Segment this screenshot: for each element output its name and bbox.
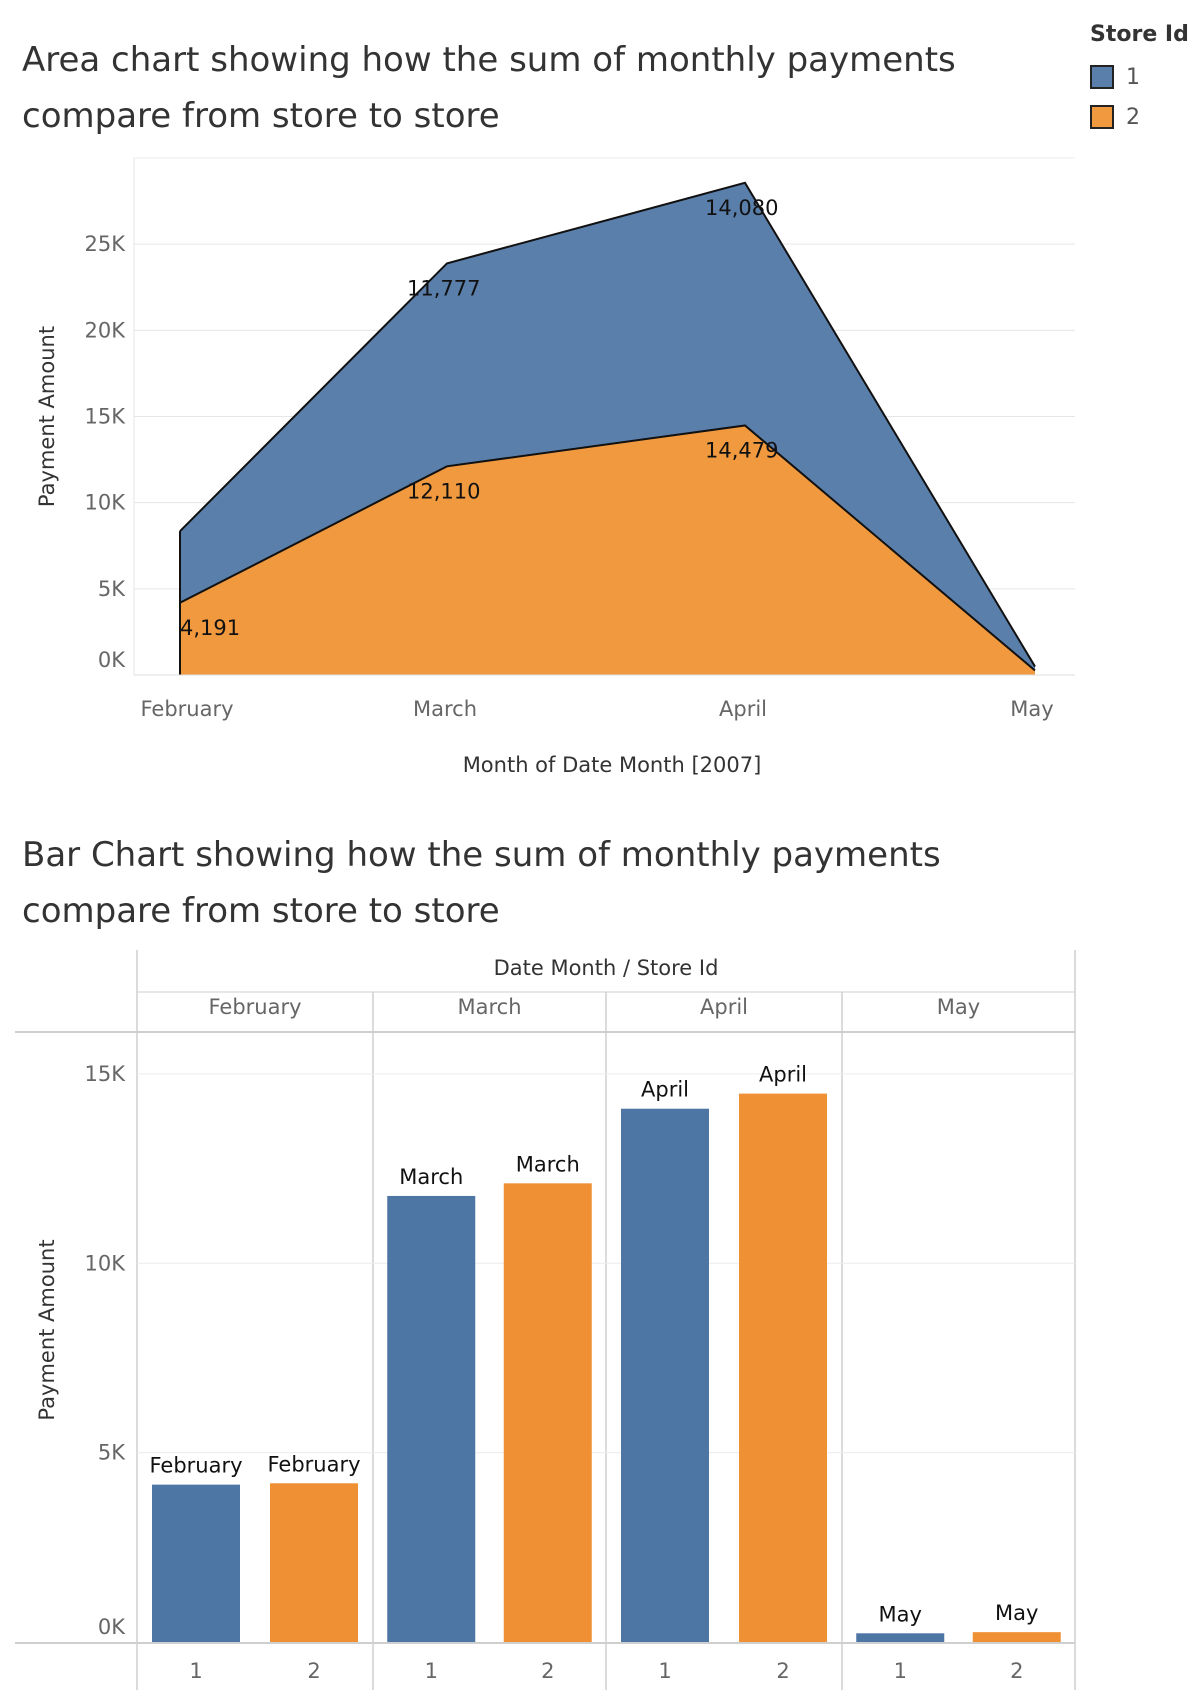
- bar-march-store-2: [503, 1183, 592, 1642]
- legend-label-store-1: 1: [1126, 64, 1140, 90]
- legend: Store Id 1 2: [1090, 22, 1200, 137]
- area-y-axis-title: Payment Amount: [35, 326, 59, 507]
- bar-data-label: May: [995, 1601, 1038, 1625]
- bar-data-label: February: [149, 1454, 242, 1478]
- bar-y-tick-label: 15K: [85, 1062, 127, 1086]
- bar-store-tick-label: 1: [658, 1659, 671, 1683]
- bar-april-store-2: [739, 1093, 827, 1642]
- bar-chart: 0K 5K 10K 15K Date Month / Store Id February F…: [15, 950, 1076, 1690]
- area-y-tick-label: 25K: [85, 232, 127, 256]
- bar-store-tick-label: 2: [541, 1659, 554, 1683]
- bar-store-tick-label: 1: [425, 1659, 438, 1683]
- area-y-tick-label: 15K: [85, 405, 127, 429]
- bar-march-store-1: [387, 1195, 476, 1642]
- area-y-tick-label: 5K: [98, 577, 126, 601]
- bar-store-tick-label: 1: [189, 1659, 202, 1683]
- bar-data-label: March: [399, 1165, 463, 1189]
- area-series-store-1: [180, 182, 1035, 671]
- area-y-tick-label: 10K: [85, 491, 127, 515]
- legend-label-store-2: 2: [1126, 104, 1140, 130]
- legend-title: Store Id: [1090, 22, 1189, 47]
- area-x-tick-label: May: [1010, 697, 1053, 721]
- bar-data-label: March: [516, 1152, 580, 1176]
- bar-group-label: March: [457, 995, 521, 1019]
- legend-item-store-1[interactable]: 1: [1090, 57, 1200, 97]
- bar-store-tick-label: 2: [1010, 1659, 1023, 1683]
- bar-store-tick-label: 2: [776, 1659, 789, 1683]
- bar-y-axis-title: Payment Amount: [35, 1239, 59, 1420]
- area-y-tick-label: 0K: [98, 648, 126, 672]
- area-chart-title: Area chart showing how the sum of monthl…: [22, 40, 956, 136]
- bar-y-tick-label: 10K: [85, 1251, 127, 1275]
- bar-y-tick-label: 0K: [98, 1615, 126, 1639]
- bar-data-label: April: [759, 1063, 807, 1087]
- bar-february-store-2: [270, 1483, 358, 1642]
- bar-store-tick-label: 2: [307, 1659, 320, 1683]
- bar-may-store-2: [972, 1632, 1061, 1642]
- bar-data-label: April: [641, 1078, 689, 1102]
- area-x-tick-label: March: [413, 697, 477, 721]
- area-data-label-store-2: 4,191: [180, 616, 240, 640]
- bar-april-store-1: [621, 1108, 709, 1642]
- bar-february-store-1: [152, 1484, 240, 1642]
- area-series-store-1-line: [179, 181, 1036, 668]
- area-x-axis-title: Month of Date Month [2007]: [463, 753, 762, 777]
- bar-group-label: February: [208, 995, 301, 1019]
- area-data-label-store-1: 11,777: [407, 276, 480, 300]
- legend-item-store-2[interactable]: 2: [1090, 97, 1200, 137]
- bar-y-tick-label: 5K: [98, 1441, 126, 1465]
- area-series-store-2: [180, 425, 1035, 675]
- area-y-tick-label: 20K: [85, 318, 127, 342]
- bar-group-label: May: [937, 995, 980, 1019]
- legend-swatch-store-1: [1090, 65, 1114, 89]
- area-data-label-store-2: 12,110: [407, 479, 480, 503]
- bar-header-title: Date Month / Store Id: [494, 956, 719, 980]
- bar-store-tick-label: 1: [894, 1659, 907, 1683]
- area-x-tick-label: April: [719, 697, 767, 721]
- area-data-label-store-1: 14,080: [705, 196, 778, 220]
- bar-chart-title: Bar Chart showing how the sum of monthly…: [22, 835, 941, 931]
- bar-data-label: February: [267, 1452, 360, 1476]
- bar-data-label: May: [879, 1602, 922, 1626]
- bar-may-store-1: [856, 1633, 945, 1642]
- area-chart: 0K 5K 10K 15K 20K 25K 4,191 12,110 14,479 11,777 1…: [35, 157, 1075, 777]
- area-series-store-2-line: [179, 424, 1036, 672]
- area-data-label-store-2: 14,479: [705, 438, 778, 462]
- bar-group-label: April: [700, 995, 748, 1019]
- area-x-tick-label: February: [140, 697, 233, 721]
- legend-swatch-store-2: [1090, 105, 1114, 129]
